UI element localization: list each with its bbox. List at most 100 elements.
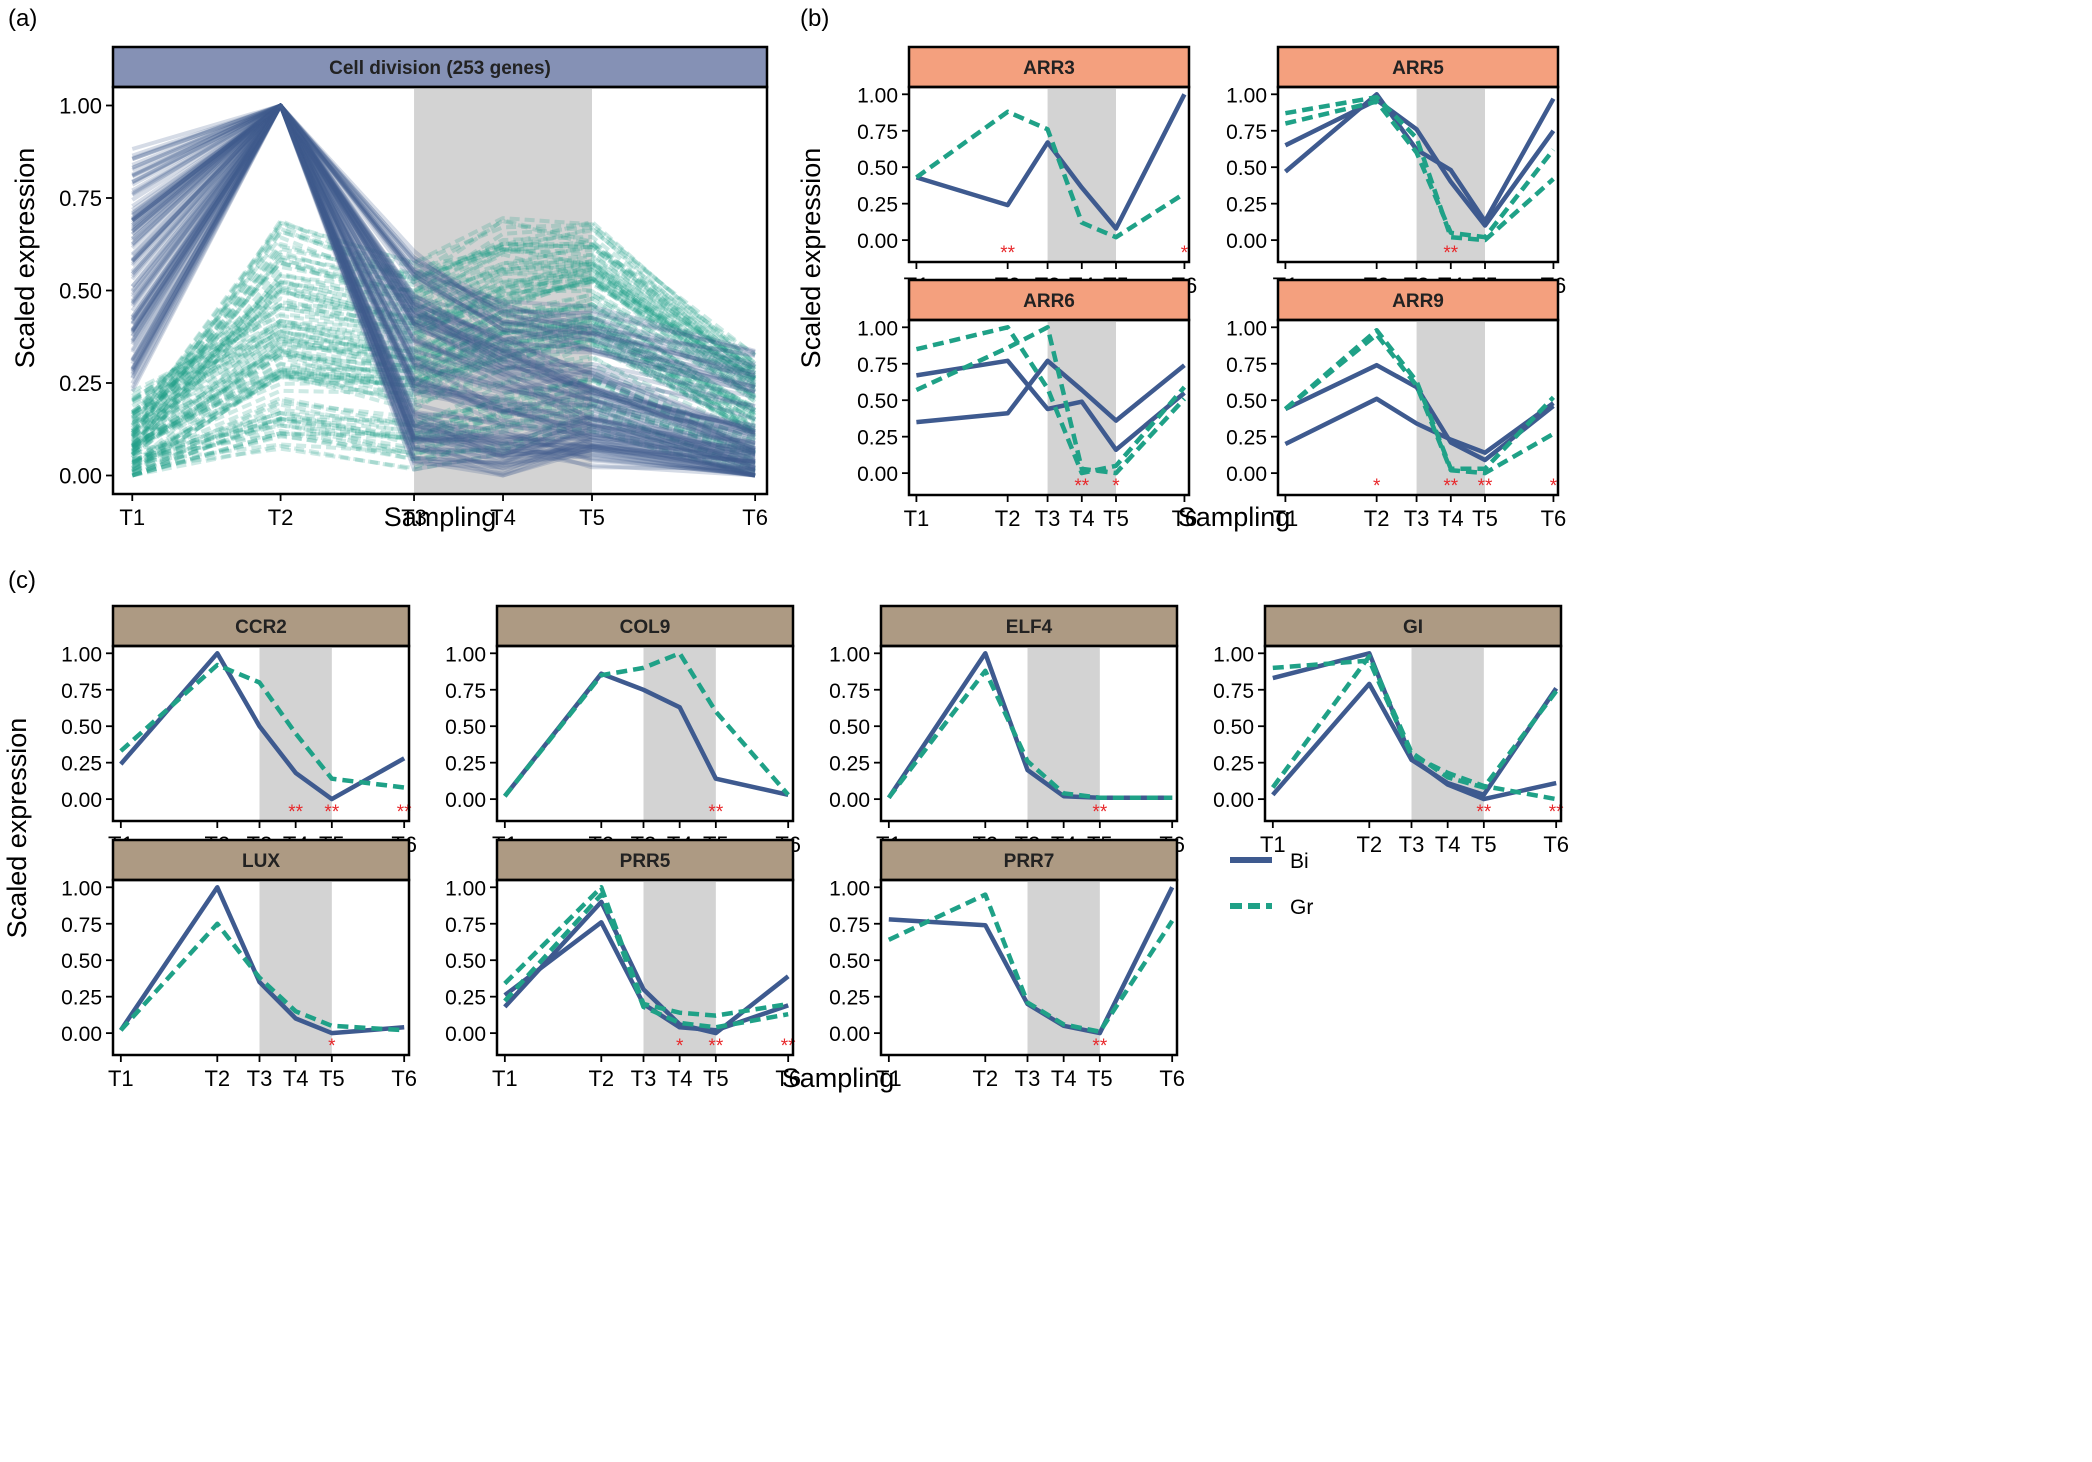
panel-elf4-ytick-label: 0.00: [829, 789, 870, 812]
panel-cell-gr-gene-line: [131, 398, 756, 475]
x-axis-label-c: Sampling: [782, 1063, 895, 1093]
panel-prr5-bi-line-1: [503, 920, 789, 1033]
panel-cell-ytick-label: 0.75: [59, 186, 102, 211]
panel-arr3-gr-line-1: [915, 109, 1186, 240]
panel-cell-bi-gene-line: [130, 103, 756, 470]
panel-arr9-xtick-label: T3: [1404, 506, 1430, 531]
panel-cell-lines: [130, 103, 757, 478]
panel-cell-bi-gene-line: [130, 103, 756, 466]
panel-cell-gr-gene-line: [131, 417, 756, 478]
panel-cell-gr-gene-line: [131, 327, 757, 449]
panel-prr7-ytick-label: 0.75: [829, 914, 870, 937]
panel-cell-bi-gene-line: [131, 103, 756, 358]
panel-gi-title: GI: [1403, 617, 1423, 638]
panel-lux-xtick-label: T3: [247, 1066, 273, 1091]
panel-arr6-frame: [907, 318, 1191, 497]
panel-cell-gr-gene-line: [130, 248, 757, 457]
panel-arr9-gr-line-3: [1283, 332, 1555, 476]
panel-cell-gr-gene-line: [131, 336, 757, 452]
panel-prr5-lines: [503, 885, 790, 1036]
panel-cell-bi-gene-line: [130, 103, 756, 451]
panel-cell-bi-gene-line: [131, 103, 756, 448]
panel-cell-gr-gene-line: [131, 328, 756, 453]
panel-cell-bi-gene-line: [131, 103, 756, 431]
panel-arr9-title: ARR9: [1392, 291, 1444, 312]
panel-cell-gr-gene-line: [130, 246, 757, 438]
panel-cell-gr-gene-line: [131, 296, 757, 449]
panel-arr5-ytick-label: 0.25: [1226, 194, 1267, 217]
panel-col9-ytick-label: 0.50: [445, 716, 486, 739]
panel-cell-bi-gene-line: [131, 103, 756, 428]
panel-cell-gr-gene-line: [131, 405, 756, 473]
panel-cell-gr-gene-line: [131, 303, 757, 435]
x-axis-label-b: Sampling: [1178, 502, 1291, 532]
panel-prr7-ytick-label: 0.50: [829, 950, 870, 973]
panel-arr9-gr-line-2: [1283, 327, 1556, 472]
panel-elf4-title: ELF4: [1006, 617, 1053, 638]
panel-prr7-title: PRR7: [1004, 851, 1055, 872]
panel-cell-bi-gene-line: [130, 103, 756, 434]
panel-cell-gr-gene-line: [131, 268, 757, 414]
panel-gi-xtick-label: T6: [1543, 832, 1568, 857]
panel-cell-bi-gene-line: [131, 103, 756, 399]
panel-prr5-gr-line-2: [503, 885, 789, 1018]
panel-col9-ytick-label: 0.25: [445, 753, 486, 776]
panel-elf4-bi-line-0: [886, 651, 1173, 800]
panel-gi-xtick-label: T4: [1435, 832, 1461, 857]
panel-prr7-lines: [887, 886, 1175, 1036]
panel-lux-xtick-label: T2: [204, 1066, 230, 1091]
panel-prr5-ytick-label: 1.00: [445, 877, 486, 900]
y-axis-label-a: Scaled expression: [10, 148, 40, 369]
panel-cell-bi-gene-line: [131, 103, 756, 452]
panel-col9-ytick-label: 1.00: [445, 643, 486, 666]
panel-lux-xtick-label: T6: [391, 1066, 417, 1091]
panel-cell-gr-gene-line: [131, 340, 757, 445]
panel-lux-ytick-label: 0.00: [61, 1023, 102, 1046]
panel-arr3-strip: [907, 45, 1191, 89]
panel-arr9-significance-3: *: [1550, 476, 1558, 497]
panel-arr9-xtick-label: T2: [1364, 506, 1390, 531]
panel-cell-bi-gene-line: [131, 103, 756, 353]
panel-cell-bi-gene-line: [130, 103, 756, 466]
panel-cell-bi-gene-line: [131, 103, 756, 456]
panel-cell-gr-gene-line: [130, 223, 757, 427]
panel-arr3-ytick-label: 0.00: [857, 230, 898, 253]
panel-cell-gr-gene-line: [131, 378, 756, 457]
panel-elf4-frame: [879, 644, 1179, 823]
panel-arr9-ytick-label: 1.00: [1226, 317, 1267, 340]
panel-cell-gr-gene-line: [131, 282, 757, 414]
panel-cell-xtick-label: T4: [490, 505, 516, 530]
panel-cell-gr-gene-line: [131, 401, 756, 478]
panel-gi-ytick-label: 0.50: [1213, 716, 1254, 739]
panel-cell-bi-gene-line: [130, 103, 756, 451]
panel-cell-bi-gene-line: [130, 103, 756, 463]
panel-cell-gr-gene-line: [131, 292, 757, 439]
panel-cell-bi-gene-line: [130, 103, 756, 464]
panel-gi-gr-line-2: [1272, 658, 1557, 802]
panel-cell-gr-gene-line: [131, 311, 757, 449]
panel-prr7-xtick-label: T3: [1015, 1066, 1041, 1091]
panel-ccr2-gr-line-1: [119, 662, 405, 790]
panel-cell-bi-gene-line: [130, 103, 756, 472]
panel-lux-lines: [118, 885, 405, 1036]
panel-prr5-ytick-label: 0.75: [445, 914, 486, 937]
panel-cell-bi-gene-line: [130, 103, 756, 454]
panel-cell-gr-gene-line: [130, 241, 757, 438]
panel-cell-gr-gene-line: [131, 276, 757, 405]
panel-cell-gr-gene-line: [130, 272, 757, 447]
panel-cell-gr-gene-line: [131, 279, 757, 401]
x-axis-label-a: Sampling: [384, 502, 497, 532]
panel-cell-gr-gene-line: [130, 277, 757, 439]
panel-cell-shade: [414, 87, 593, 494]
panel-cell-gr-gene-line: [131, 337, 757, 435]
panel-cell-bi-gene-line: [130, 103, 756, 438]
panel-cell-bi-gene-line: [131, 103, 756, 380]
panel-gi-ytick-label: 1.00: [1213, 643, 1254, 666]
panel-cell-bi-gene-line: [130, 103, 756, 408]
panel-cell-bi-gene-line: [131, 103, 756, 438]
panel-arr6-title: ARR6: [1023, 291, 1075, 312]
panel-ccr2-ytick-label: 0.75: [61, 680, 102, 703]
